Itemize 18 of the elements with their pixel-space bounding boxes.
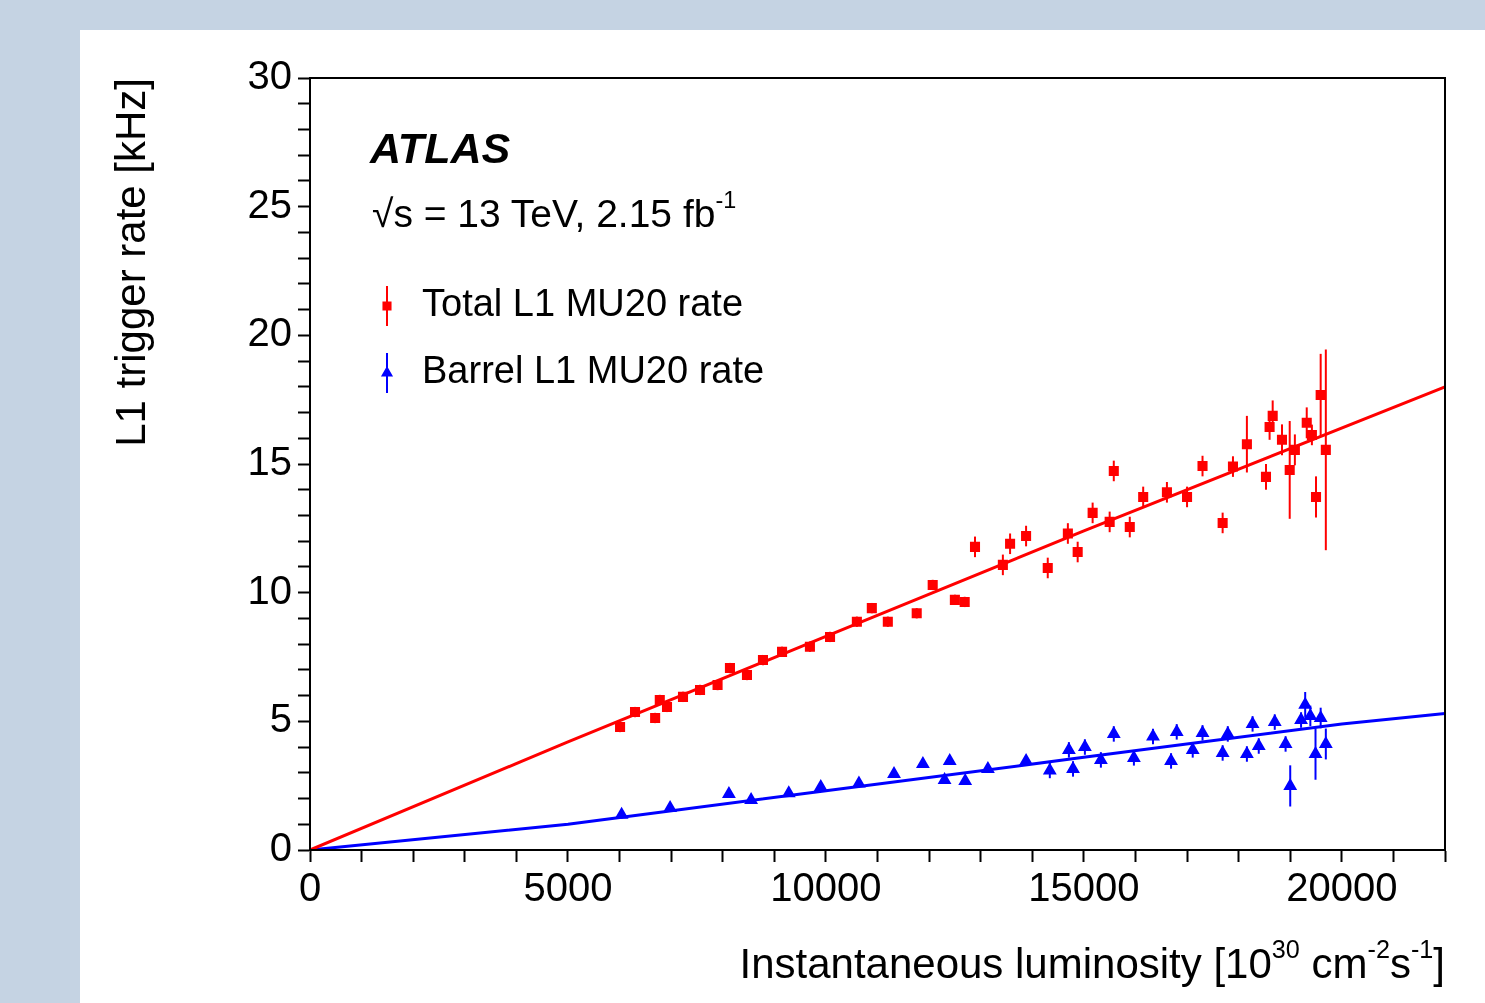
y-tick-label: 15 bbox=[247, 439, 292, 484]
x-axis-title: Instantaneous luminosity [10$^{30}$ cm$^{-2}$s$^{-1}$] bbox=[739, 934, 1445, 988]
y-tick-label: 30 bbox=[247, 53, 292, 98]
annotation: √s = 13 TeV, 2.15 fb$^{-1}$ bbox=[372, 187, 737, 236]
legend-label: Barrel L1 MU20 rate bbox=[422, 349, 765, 392]
y-tick-label: 25 bbox=[247, 181, 292, 226]
legend-label: Total L1 MU20 rate bbox=[422, 282, 744, 325]
y-tick-label: 0 bbox=[269, 825, 292, 870]
y-tick-label: 5 bbox=[269, 696, 292, 741]
x-tick-label: 20000 bbox=[1286, 865, 1398, 910]
x-tick-label: 0 bbox=[298, 865, 322, 910]
y-tick-label: 20 bbox=[247, 310, 292, 355]
annotation: ATLAS bbox=[370, 124, 511, 173]
x-tick-label: 15000 bbox=[1028, 865, 1140, 910]
y-axis-title: L1 trigger rate [kHz] bbox=[107, 78, 154, 447]
x-tick-label: 10000 bbox=[770, 865, 882, 910]
x-tick-label: 5000 bbox=[523, 865, 613, 910]
y-tick-label: 10 bbox=[247, 567, 292, 612]
